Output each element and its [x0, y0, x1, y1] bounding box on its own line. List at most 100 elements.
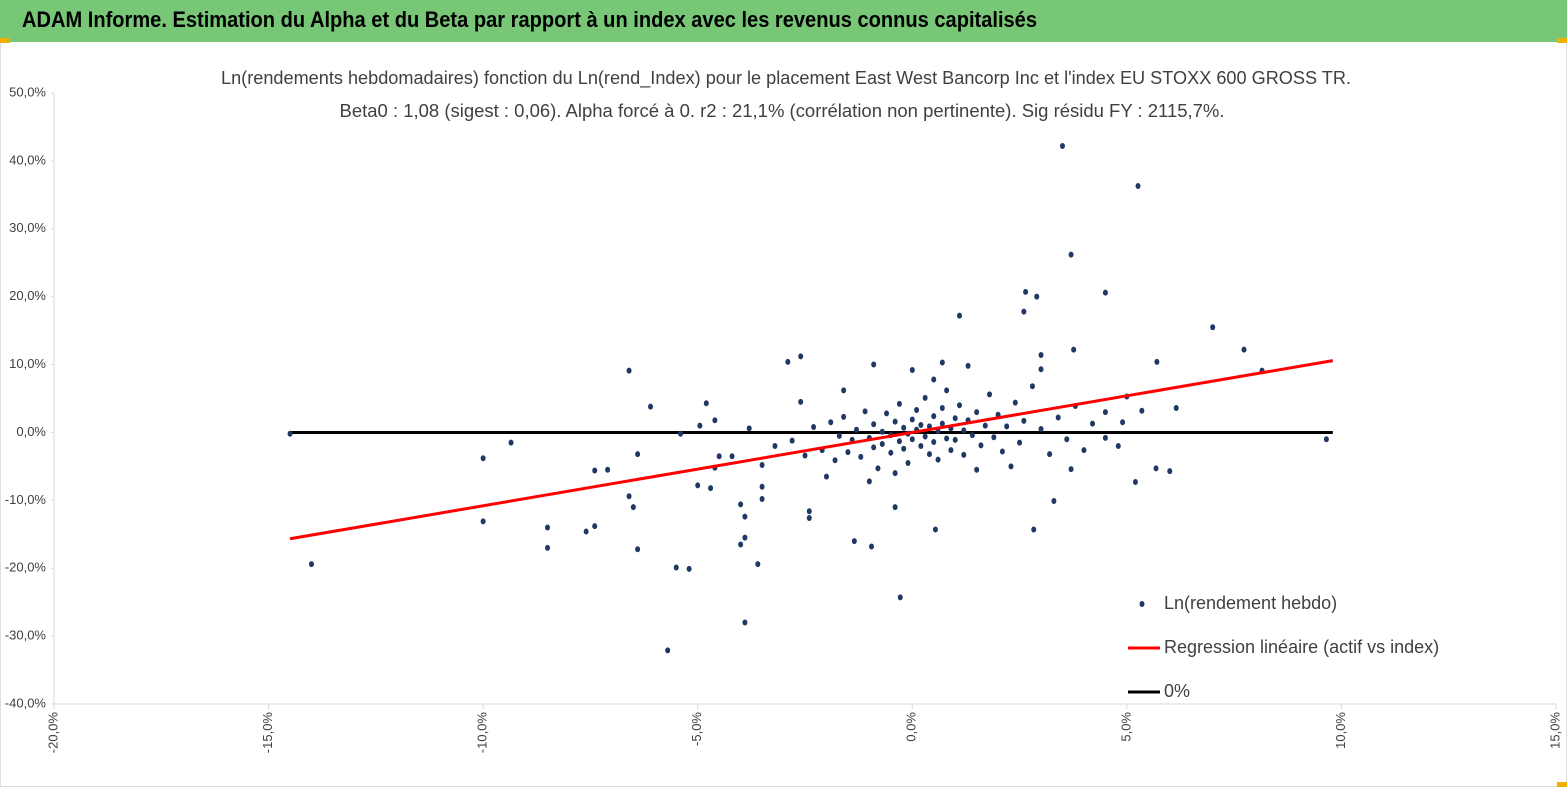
data-point [802, 452, 808, 459]
header-title: ADAM Informe. Estimation du Alpha et du … [22, 7, 1037, 32]
data-point [823, 473, 829, 480]
data-point [742, 513, 748, 520]
legend-label: 0% [1164, 681, 1190, 701]
data-point [918, 443, 924, 450]
data-point [871, 444, 877, 451]
data-point [926, 451, 932, 458]
data-point [665, 647, 671, 654]
data-point [1132, 479, 1138, 486]
data-point [931, 413, 937, 420]
data-point [1008, 463, 1014, 470]
x-tick-label: 0,0% [904, 712, 919, 742]
data-point [592, 467, 598, 474]
corner-mark [1557, 38, 1567, 43]
data-point [956, 402, 962, 409]
y-tick-label: -10,0% [5, 492, 47, 507]
data-point [841, 387, 847, 394]
chart-subtitle: Beta0 : 1,08 (sigest : 0,06). Alpha forc… [340, 101, 1225, 121]
data-point [836, 432, 842, 439]
data-point [841, 413, 847, 420]
data-point [626, 493, 632, 500]
data-point [828, 419, 834, 426]
legend-label: Ln(rendement hebdo) [1164, 593, 1337, 613]
data-point [875, 465, 881, 472]
data-point [987, 391, 993, 398]
data-point [862, 408, 868, 415]
data-point [1059, 142, 1065, 149]
data-point [1090, 420, 1096, 427]
data-point [978, 442, 984, 449]
data-point [1031, 526, 1037, 533]
data-point [738, 501, 744, 508]
data-point [1241, 346, 1247, 353]
data-point [592, 523, 598, 530]
data-point [785, 358, 791, 365]
data-point [798, 398, 804, 405]
data-point [742, 619, 748, 626]
data-point [1021, 417, 1027, 424]
y-tick-label: 10,0% [9, 356, 46, 371]
data-point [939, 359, 945, 366]
y-tick-label: -30,0% [5, 628, 47, 643]
data-point [742, 534, 748, 541]
data-point [545, 544, 551, 551]
data-point [635, 451, 641, 458]
x-tick-label: -5,0% [689, 712, 704, 746]
data-point [755, 561, 761, 568]
data-point [1323, 436, 1329, 443]
y-tick-label: 50,0% [9, 84, 46, 99]
data-point [605, 466, 611, 473]
data-point [746, 425, 752, 432]
data-point [961, 427, 967, 434]
data-point [1081, 447, 1087, 454]
data-point [695, 482, 701, 489]
data-point [1139, 407, 1145, 414]
data-point [1154, 358, 1160, 365]
data-point [858, 453, 864, 460]
data-point [909, 436, 915, 443]
data-point [939, 405, 945, 412]
data-point [974, 466, 980, 473]
x-tick-label: 15,0% [1547, 712, 1562, 749]
data-point [892, 504, 898, 511]
data-point [630, 504, 636, 511]
data-point [892, 418, 898, 425]
data-point [759, 462, 765, 469]
data-point [673, 564, 679, 571]
data-point [1115, 443, 1121, 450]
data-point [896, 400, 902, 407]
data-point [1135, 183, 1141, 190]
data-point [712, 417, 718, 424]
data-point [1068, 466, 1074, 473]
data-point [939, 420, 945, 427]
data-point [853, 426, 859, 433]
data-point [508, 439, 514, 446]
data-point [999, 448, 1005, 455]
data-point [905, 459, 911, 466]
data-point [697, 422, 703, 429]
data-point [869, 543, 875, 550]
data-point [884, 410, 890, 417]
data-point [879, 440, 885, 447]
data-point [901, 445, 907, 452]
x-tick-label: -15,0% [260, 712, 275, 754]
data-point [935, 456, 941, 463]
y-tick-label: 40,0% [9, 152, 46, 167]
data-point [871, 421, 877, 428]
data-point [982, 422, 988, 429]
data-point [1120, 419, 1126, 426]
data-point [944, 387, 950, 394]
data-point [952, 436, 958, 443]
data-point [952, 415, 958, 422]
data-point [1173, 405, 1179, 412]
data-point [961, 451, 967, 458]
data-point [1051, 498, 1057, 505]
y-tick-label: -40,0% [5, 695, 47, 710]
data-point [892, 470, 898, 477]
data-point [965, 362, 971, 369]
data-point [1004, 423, 1010, 430]
data-point [896, 438, 902, 445]
data-point [635, 546, 641, 553]
data-point [991, 434, 997, 441]
